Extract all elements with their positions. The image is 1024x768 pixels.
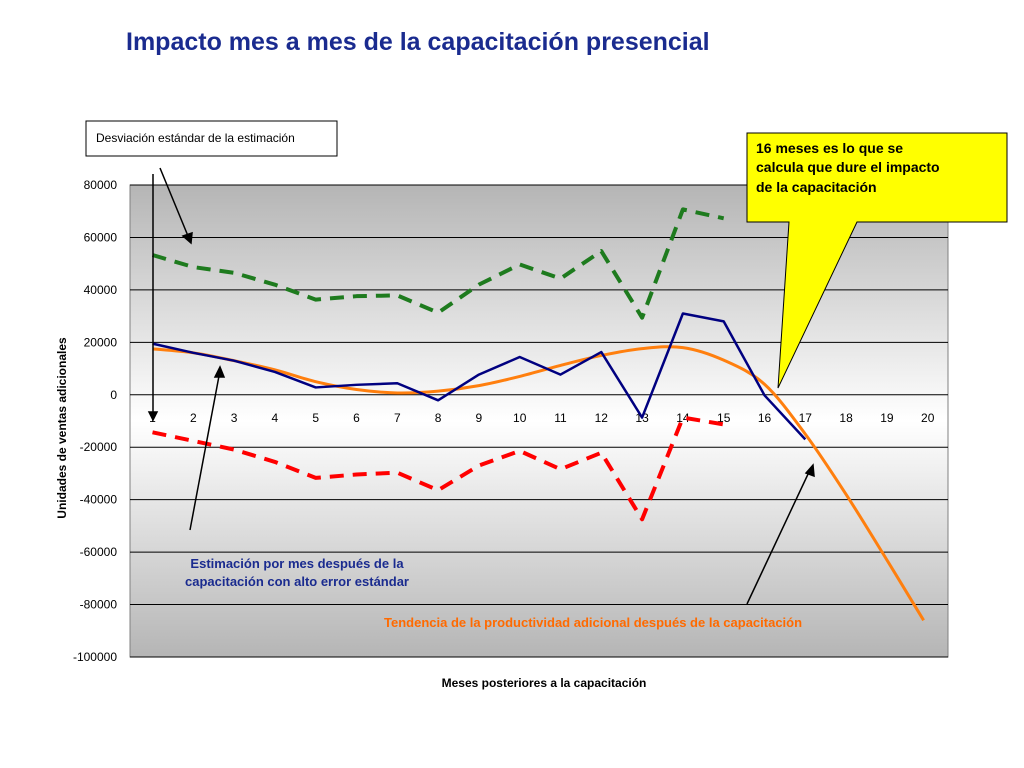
- x-tick-label: 2: [190, 411, 197, 425]
- x-tick-label: 20: [921, 411, 935, 425]
- std-dev-arrowhead-down: [147, 411, 159, 422]
- y-tick-label: 80000: [84, 178, 118, 192]
- x-tick-label: 17: [799, 411, 813, 425]
- trend-note: Tendencia de la productividad adicional …: [384, 615, 802, 630]
- x-tick-label: 7: [394, 411, 401, 425]
- x-tick-label: 5: [312, 411, 319, 425]
- y-tick-label: 20000: [84, 335, 118, 349]
- y-tick-label: -60000: [80, 545, 118, 559]
- y-axis-title: Unidades de ventas adicionales: [55, 337, 69, 519]
- y-tick-label: -20000: [80, 440, 118, 454]
- trend-pointer-line: [746, 471, 810, 605]
- series-trend-line: [152, 345, 925, 622]
- x-tick-label: 12: [595, 411, 609, 425]
- y-axis-ticks: 80000 60000 40000 20000 0 -20000 -40000 -60000 -…: [73, 178, 117, 664]
- x-axis-title: Meses posteriores a la capacitación: [442, 676, 647, 690]
- std-dev-pointer-arrowhead: [181, 231, 193, 245]
- impact-duration-callout: [746, 132, 1008, 389]
- y-tick-label: 40000: [84, 283, 118, 297]
- series-lower-bound-line: [152, 415, 725, 522]
- trend-pointer-arrowhead: [804, 463, 815, 478]
- std-dev-pointer-line: [159, 167, 189, 237]
- estimate-note-line-1: Estimación por mes después de la: [190, 556, 404, 571]
- x-tick-label: 15: [717, 411, 731, 425]
- std-dev-label: Desviación estándar de la estimación: [96, 131, 295, 145]
- x-tick-label: 3: [231, 411, 238, 425]
- x-tick-label: 10: [513, 411, 527, 425]
- x-tick-label: 16: [758, 411, 772, 425]
- x-tick-label: 9: [476, 411, 483, 425]
- series-estimate-line: [152, 312, 807, 441]
- callout-line-3: de la capacitación: [756, 179, 877, 195]
- x-tick-label: 14: [676, 411, 690, 425]
- series-upper-bound-line: [151, 207, 725, 320]
- x-tick-label: 4: [272, 411, 279, 425]
- x-tick-label: 6: [353, 411, 360, 425]
- y-tick-label: -100000: [73, 650, 117, 664]
- std-dev-label-box: [85, 120, 338, 157]
- y-tick-label: 0: [110, 388, 117, 402]
- x-tick-label: 19: [880, 411, 894, 425]
- x-tick-label: 18: [839, 411, 853, 425]
- y-tick-label: -80000: [80, 598, 118, 612]
- page-title: Impacto mes a mes de la capacitación pre…: [126, 28, 710, 56]
- x-tick-label: 8: [435, 411, 442, 425]
- estimate-note-line-2: capacitación con alto error estándar: [185, 574, 409, 589]
- y-tick-label: 60000: [84, 230, 118, 244]
- callout-line-1: 16 meses es lo que se: [756, 140, 903, 156]
- estimate-pointer-line: [189, 375, 220, 531]
- x-tick-label: 11: [554, 411, 567, 425]
- estimate-pointer-arrowhead: [213, 365, 226, 378]
- y-tick-label: -40000: [80, 493, 118, 507]
- callout-line-2: calcula que dure el impacto: [756, 159, 940, 175]
- data-series: [151, 207, 925, 622]
